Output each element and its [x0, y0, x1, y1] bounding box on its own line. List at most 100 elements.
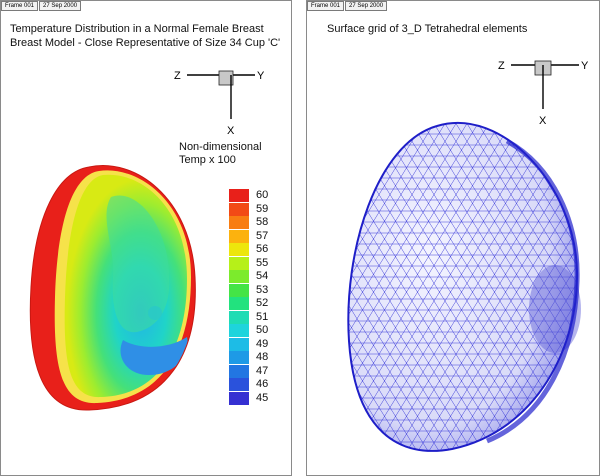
- tetrahedral-surface-mesh: [307, 101, 600, 471]
- mesh-edge: [307, 101, 338, 471]
- axis-label-y: Y: [581, 60, 589, 72]
- mesh-edge: [348, 122, 441, 451]
- mesh-edge: [348, 122, 353, 451]
- mesh-edge: [307, 101, 330, 471]
- plot-title-line1: Temperature Distribution in a Normal Fem…: [10, 23, 264, 35]
- legend-level-label: 50: [256, 324, 269, 336]
- mesh-edge: [348, 122, 518, 451]
- legend-level-label: 55: [256, 256, 269, 269]
- mesh-edge: [585, 101, 600, 471]
- mesh-edge: [596, 101, 600, 471]
- legend-swatch: [229, 364, 249, 378]
- legend-level-label: 56: [256, 243, 269, 255]
- mesh-edge: [348, 122, 526, 451]
- mesh-edge: [348, 122, 452, 451]
- mesh-edge: [348, 122, 537, 451]
- mesh-edge: [348, 122, 515, 451]
- mesh-edge: [485, 122, 578, 451]
- mesh-edge: [405, 122, 578, 451]
- legend-title-line2: Temp x 100: [179, 154, 236, 166]
- frame-tabs: Frame 001 27 Sep 2000: [307, 1, 388, 11]
- axis-label-y: Y: [257, 70, 264, 82]
- legend-level-label: 49: [256, 337, 269, 350]
- legend-swatch: [229, 378, 249, 391]
- legend-level-label: 59: [256, 202, 269, 215]
- mesh-edge: [397, 122, 578, 451]
- axis-triad: Z Y X: [498, 60, 589, 127]
- mesh-edge: [307, 101, 327, 471]
- mesh-edge: [307, 101, 308, 471]
- temperature-panel: Frame 001 27 Sep 2000 Temperature Distri…: [0, 0, 292, 476]
- legend-level-label: 54: [256, 270, 269, 282]
- axis-label-z: Z: [498, 60, 505, 72]
- legend-level-label: 51: [256, 310, 269, 323]
- legend-swatch: [229, 270, 249, 283]
- legend-swatch: [229, 310, 249, 324]
- axis-triad: Z Y X: [174, 70, 264, 137]
- mesh-edge: [348, 122, 507, 451]
- mesh-edge: [348, 122, 485, 451]
- axis-label-z: Z: [174, 70, 181, 82]
- legend-level-label: 45: [256, 391, 269, 404]
- mesh-edge: [427, 122, 578, 451]
- mesh-edge: [394, 122, 578, 451]
- mesh-edge: [348, 122, 482, 451]
- mesh-edge: [582, 101, 600, 471]
- tab-frame[interactable]: Frame 001: [1, 1, 39, 11]
- mesh-edge: [430, 122, 578, 451]
- tab-frame[interactable]: Frame 001: [307, 1, 345, 11]
- mesh-edge: [408, 122, 578, 451]
- mesh-edge: [348, 122, 449, 451]
- tab-date[interactable]: 27 Sep 2000: [345, 1, 388, 11]
- mesh-edge: [307, 101, 319, 471]
- legend-level-label: 46: [256, 378, 269, 390]
- legend-level-label: 52: [256, 297, 269, 309]
- mesh-edge: [348, 122, 460, 451]
- legend-swatch: [229, 297, 249, 310]
- legend-swatch: [229, 216, 249, 229]
- legend-level-label: 47: [256, 364, 269, 377]
- mesh-edge: [348, 122, 419, 451]
- mesh-edge: [348, 122, 430, 451]
- legend-swatch: [229, 337, 249, 351]
- mesh-edge: [463, 122, 578, 451]
- mesh-edge: [419, 122, 578, 451]
- mesh-edge: [348, 122, 471, 451]
- legend-title-line1: Non-dimensional: [179, 141, 262, 153]
- plot-title: Surface grid of 3_D Tetrahedral elements: [327, 23, 528, 35]
- plot-title-line2: Breast Model - Close Representative of S…: [10, 37, 281, 49]
- mesh-edge: [452, 122, 578, 451]
- nipple-region: [529, 265, 581, 353]
- mesh-edge: [348, 122, 559, 451]
- color-legend: 60 59 58 57 56 55 54 53 52 51 50 49 48 47 46 45: [229, 189, 289, 419]
- legend-swatch: [229, 189, 249, 202]
- mesh-edge: [348, 122, 408, 451]
- mesh-edge: [348, 122, 438, 451]
- mesh-edge: [474, 122, 578, 451]
- mesh-edge: [471, 122, 578, 451]
- mesh-edge: [348, 122, 350, 451]
- mesh-edge: [348, 122, 496, 451]
- legend-level-label: 48: [256, 351, 269, 363]
- mesh-edge: [348, 122, 570, 451]
- legend-swatch: [229, 391, 249, 405]
- mesh-edge: [593, 101, 600, 471]
- legend-swatch: [229, 243, 249, 256]
- legend-level-label: 58: [256, 216, 269, 228]
- legend-swatch: [229, 283, 249, 297]
- frame-tabs: Frame 001 27 Sep 2000: [1, 1, 82, 11]
- mesh-edge: [348, 122, 504, 451]
- axis-label-x: X: [227, 125, 235, 137]
- mesh-edge: [441, 122, 578, 451]
- mesh-edge: [482, 122, 578, 451]
- legend-level-label: 60: [256, 189, 269, 201]
- legend-swatch: [229, 202, 249, 216]
- temperature-contour-plot: [29, 165, 196, 411]
- mesh-edge: [348, 122, 474, 451]
- mesh-edge: [449, 122, 578, 451]
- legend-level-label: 57: [256, 229, 269, 242]
- mesh-edge: [348, 122, 540, 451]
- tab-date[interactable]: 27 Sep 2000: [39, 1, 82, 11]
- legend-swatch: [229, 229, 249, 243]
- mesh-edge: [307, 101, 341, 471]
